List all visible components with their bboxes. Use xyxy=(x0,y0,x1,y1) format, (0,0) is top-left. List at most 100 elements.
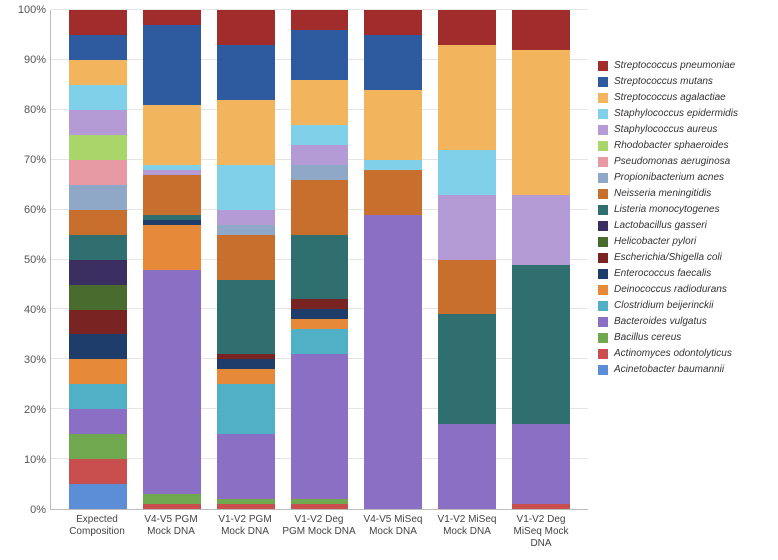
y-tick-label: 30% xyxy=(10,354,46,366)
x-tick-label: V1-V2 Deg MiSeq Mock DNA xyxy=(504,510,578,550)
x-tick-label: V1-V2 PGM Mock DNA xyxy=(208,510,282,550)
x-tick-label: V4-V5 PGM Mock DNA xyxy=(134,510,208,550)
bar-segment xyxy=(291,299,349,309)
bar-column xyxy=(291,10,349,509)
y-tick-label: 80% xyxy=(10,104,46,116)
legend-swatch xyxy=(598,61,608,71)
bar-segment xyxy=(143,494,201,504)
bar-segment xyxy=(217,384,275,434)
legend-swatch xyxy=(598,77,608,87)
y-tick-label: 0% xyxy=(10,504,46,516)
legend-swatch xyxy=(598,205,608,215)
bar-segment xyxy=(69,285,127,310)
legend-item: Enterococcus faecalis xyxy=(598,268,768,279)
bar-segment xyxy=(291,180,349,235)
legend-label: Staphylococcus epidermidis xyxy=(614,108,738,119)
bar-column xyxy=(69,10,127,509)
legend-label: Helicobacter pylori xyxy=(614,236,696,247)
bar-column xyxy=(512,10,570,509)
bar-segment xyxy=(69,484,127,509)
bar-segment xyxy=(217,369,275,384)
x-axis-labels: Expected CompositionV4-V5 PGM Mock DNAV1… xyxy=(50,510,588,550)
y-axis: 0%10%20%30%40%50%60%70%80%90%100% xyxy=(10,10,50,510)
bar-segment xyxy=(291,165,349,180)
legend-label: Propionibacterium acnes xyxy=(614,172,724,183)
legend-item: Staphylococcus epidermidis xyxy=(598,108,768,119)
y-tick-label: 50% xyxy=(10,254,46,266)
legend-item: Acinetobacter baumannii xyxy=(598,364,768,375)
legend-item: Bacillus cereus xyxy=(598,332,768,343)
legend-swatch xyxy=(598,237,608,247)
y-tick-label: 70% xyxy=(10,154,46,166)
legend-item: Deinococcus radiodurans xyxy=(598,284,768,295)
legend-label: Bacteroides vulgatus xyxy=(614,316,707,327)
bar-column xyxy=(143,10,201,509)
bar-segment xyxy=(217,225,275,235)
bar-segment xyxy=(217,359,275,369)
y-tick-label: 60% xyxy=(10,204,46,216)
bar-segment xyxy=(291,309,349,319)
bar-segment xyxy=(143,25,201,105)
bar-segment xyxy=(291,354,349,499)
bar-segment xyxy=(69,334,127,359)
legend-item: Escherichia/Shigella coli xyxy=(598,252,768,263)
legend-item: Neisseria meningitidis xyxy=(598,188,768,199)
legend-label: Bacillus cereus xyxy=(614,332,681,343)
bar-segment xyxy=(364,170,422,215)
bar-segment xyxy=(69,185,127,210)
legend-swatch xyxy=(598,125,608,135)
y-tick-label: 20% xyxy=(10,404,46,416)
x-tick-label: Expected Composition xyxy=(60,510,134,550)
bar-segment xyxy=(217,210,275,225)
legend-label: Escherichia/Shigella coli xyxy=(614,252,722,263)
bar-segment xyxy=(438,260,496,315)
bar-segment xyxy=(364,215,422,509)
bar-segment xyxy=(143,225,201,270)
legend-item: Clostridium beijerinckii xyxy=(598,300,768,311)
bar-segment xyxy=(512,504,570,509)
bar-segment xyxy=(69,10,127,35)
legend-swatch xyxy=(598,141,608,151)
bar-segment xyxy=(69,110,127,135)
legend-label: Clostridium beijerinckii xyxy=(614,300,713,311)
bar-segment xyxy=(69,235,127,260)
bar-segment xyxy=(512,424,570,504)
legend-label: Rhodobacter sphaeroides xyxy=(614,140,729,151)
bar-segment xyxy=(291,30,349,80)
legend-item: Listeria monocytogenes xyxy=(598,204,768,215)
legend-swatch xyxy=(598,221,608,231)
x-tick-label: V1-V2 Deg PGM Mock DNA xyxy=(282,510,356,550)
bar-segment xyxy=(69,359,127,384)
legend-swatch xyxy=(598,189,608,199)
bar-column xyxy=(438,10,496,509)
bar-segment xyxy=(217,235,275,280)
bar-segment xyxy=(217,165,275,210)
bar-segment xyxy=(291,145,349,165)
y-tick-label: 100% xyxy=(10,4,46,16)
bar-segment xyxy=(512,265,570,425)
bar-segment xyxy=(364,160,422,170)
bar-segment xyxy=(364,90,422,160)
bar-segment xyxy=(512,50,570,195)
bar-segment xyxy=(69,310,127,335)
chart-container: 0%10%20%30%40%50%60%70%80%90%100% Expect… xyxy=(10,10,588,550)
bar-segment xyxy=(291,80,349,125)
legend-label: Streptococcus mutans xyxy=(614,76,713,87)
legend: Streptococcus pneumoniae Streptococcus mu… xyxy=(588,10,768,550)
bar-segment xyxy=(69,35,127,60)
legend-label: Listeria monocytogenes xyxy=(614,204,720,215)
legend-label: Streptococcus agalactiae xyxy=(614,92,726,103)
bar-segment xyxy=(438,424,496,509)
bar-segment xyxy=(291,125,349,145)
legend-label: Lactobacillus gasseri xyxy=(614,220,707,231)
bar-segment xyxy=(143,105,201,165)
y-tick-label: 10% xyxy=(10,454,46,466)
legend-item: Streptococcus pneumoniae xyxy=(598,60,768,71)
legend-item: Propionibacterium acnes xyxy=(598,172,768,183)
bar-segment xyxy=(438,150,496,195)
bar-column xyxy=(217,10,275,509)
legend-swatch xyxy=(598,253,608,263)
bar-segment xyxy=(512,10,570,50)
y-tick-label: 40% xyxy=(10,304,46,316)
bar-segment xyxy=(512,195,570,265)
